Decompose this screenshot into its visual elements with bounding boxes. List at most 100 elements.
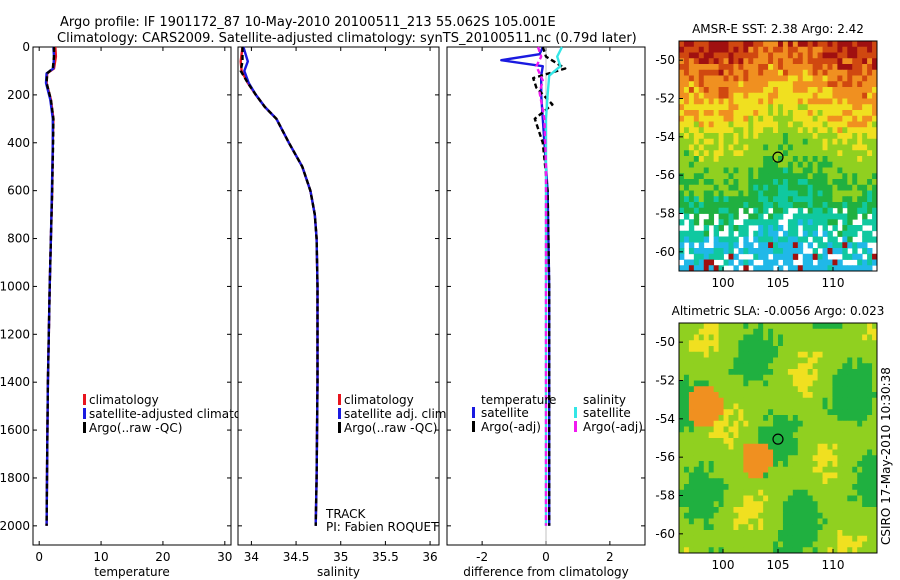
sla-map-cell — [753, 489, 759, 496]
sla-map-cell — [802, 386, 809, 393]
sst-map-cell — [847, 225, 853, 232]
sla-map-cell — [832, 334, 838, 341]
sla-map-cell — [837, 392, 843, 399]
sst-map-cell — [733, 184, 739, 191]
sla-map-cell — [723, 484, 729, 491]
sla-map-cell — [708, 403, 715, 410]
sst-map-cell — [842, 75, 848, 82]
sst-map-cell — [693, 121, 700, 128]
sst-map-cell — [728, 253, 734, 260]
sst-map-cell — [802, 253, 809, 260]
sla-map-cell — [822, 535, 828, 542]
sla-map-cell — [703, 386, 710, 393]
sst-map-cell — [748, 46, 754, 53]
sla-map-cell — [758, 438, 764, 445]
sla-map-cell — [827, 472, 833, 479]
sst-map-cell — [832, 202, 838, 209]
sst-map-cell — [857, 110, 863, 117]
sst-map-cell — [773, 253, 779, 260]
sst-map-cell — [792, 161, 799, 168]
sla-map-cell — [797, 369, 804, 376]
sla-map-cell — [698, 507, 705, 514]
temperature-legend-label: Argo(..raw -QC) — [89, 421, 182, 435]
sla-map-cell — [812, 426, 818, 433]
sla-map-cell — [827, 547, 833, 554]
sla-map-cell — [698, 547, 705, 554]
sst-map-cell — [827, 213, 833, 220]
sst-map-cell — [758, 236, 764, 243]
sla-map-cell — [812, 328, 818, 335]
sla-map-cell — [847, 495, 853, 502]
sla-map-cell — [713, 432, 719, 439]
sla-map-cell — [782, 369, 789, 376]
sla-map-cell — [787, 369, 794, 376]
sst-map-cell — [837, 52, 843, 59]
sst-map-cell — [778, 173, 784, 180]
sla-map-cell — [748, 374, 754, 381]
sla-map-cell — [802, 346, 809, 353]
sla-map-cell — [837, 369, 843, 376]
sla-map-cell — [768, 403, 774, 410]
sla-map-cell — [743, 501, 749, 508]
sst-map-cell — [872, 253, 878, 260]
sst-map-cell — [738, 225, 744, 232]
sst-map-cell — [753, 230, 759, 237]
temperature-legend-swatch — [83, 408, 86, 419]
sla-map-cell — [847, 415, 853, 422]
sst-map-cell — [862, 265, 868, 272]
sla-map-cell — [852, 357, 858, 364]
sla-map-cell — [708, 530, 715, 537]
sla-map-cell — [743, 512, 749, 519]
sla-map-cell — [807, 484, 814, 491]
sla-map-cells — [679, 323, 878, 554]
sla-map-cell — [802, 323, 809, 330]
sla-map-cell — [763, 438, 769, 445]
sst-map-cell — [713, 75, 719, 82]
sla-map-cell — [827, 363, 833, 370]
sst-map-cell — [748, 52, 754, 59]
sst-map-cell — [718, 167, 724, 174]
sst-map-cell — [728, 202, 734, 209]
sst-map-cell — [718, 184, 724, 191]
sst-map-cell — [773, 242, 779, 249]
sst-map-cell — [758, 219, 764, 226]
sst-map-cell — [713, 115, 719, 122]
sla-map-cell — [817, 409, 823, 416]
sla-map-cell — [862, 374, 868, 381]
sla-map-cell — [862, 455, 868, 462]
sla-map-cell — [797, 438, 804, 445]
sla-map-cell — [827, 524, 833, 531]
sst-map-cell — [738, 87, 744, 94]
sla-map-cell — [703, 489, 710, 496]
sst-map-cell — [679, 236, 685, 243]
sla-map-cell — [807, 438, 814, 445]
sla-map-cell — [763, 478, 769, 485]
sla-map-cell — [867, 541, 873, 548]
sla-map-cell — [778, 512, 784, 519]
sst-map-cell — [738, 167, 744, 174]
sst-map-cell — [683, 156, 690, 163]
sla-map-cell — [683, 363, 690, 370]
sla-map-cell — [753, 501, 759, 508]
sst-map-cell — [847, 213, 853, 220]
sla-map-cell — [693, 420, 700, 427]
sla-map-cell — [857, 501, 863, 508]
sst-map-cell — [862, 58, 868, 65]
sst-map-cell — [693, 202, 700, 209]
sla-map-cell — [679, 397, 685, 404]
sla-map-cell — [792, 541, 799, 548]
sla-map-cell — [763, 346, 769, 353]
sst-map-cell — [753, 46, 759, 53]
sla-map-cell — [728, 501, 734, 508]
sla-map-cell — [738, 443, 744, 450]
sla-map-cell — [857, 415, 863, 422]
sla-map-cell — [817, 432, 823, 439]
sla-map-cell — [827, 478, 833, 485]
sla-map-cell — [852, 397, 858, 404]
sla-map-cell — [837, 323, 843, 330]
sla-map-cell — [822, 363, 828, 370]
sla-map-cell — [787, 541, 794, 548]
sst-map-cell — [797, 58, 804, 65]
sst-map-cell — [763, 133, 769, 140]
sla-map-cell — [857, 340, 863, 347]
